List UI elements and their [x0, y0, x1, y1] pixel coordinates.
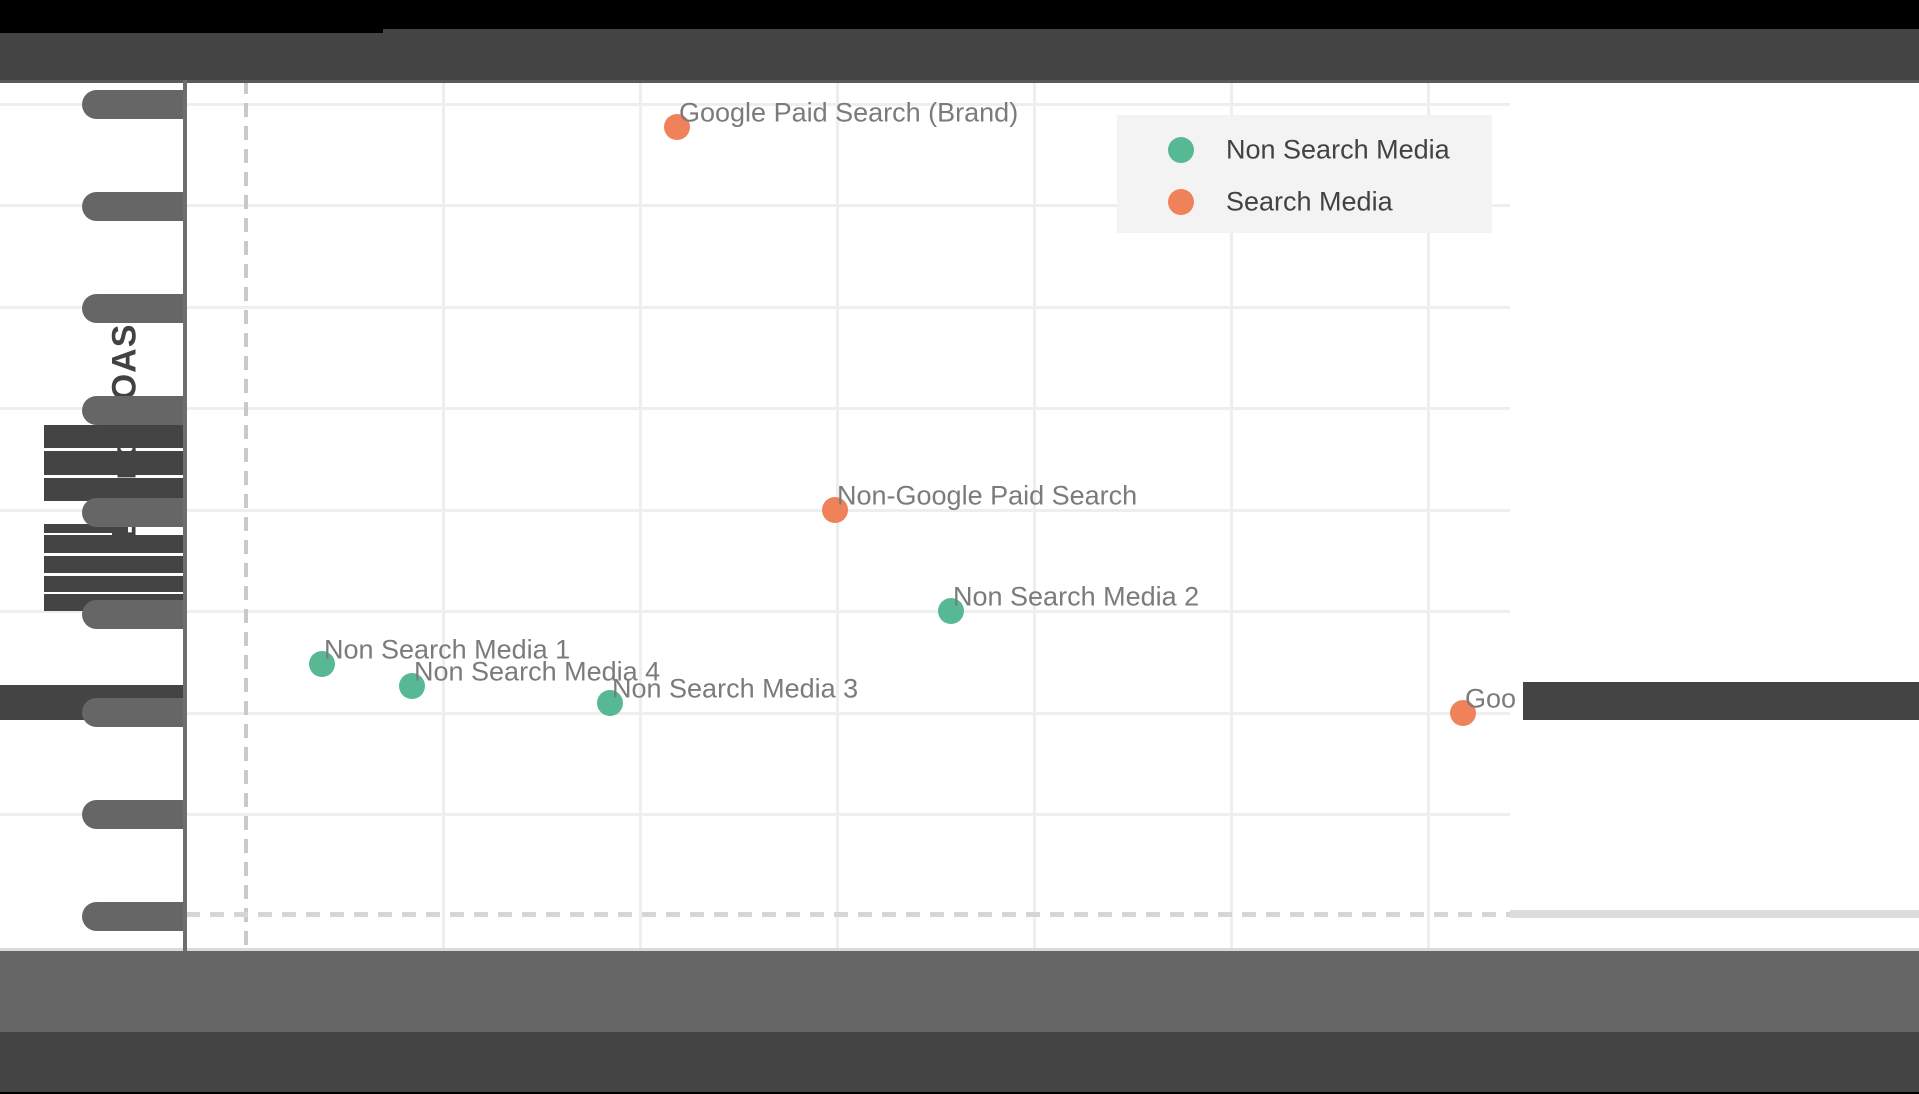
h-gridline — [0, 610, 1510, 613]
y-tick-label-redaction — [82, 799, 186, 829]
y-tick-label-redaction — [82, 497, 186, 527]
scatter-point[interactable] — [399, 673, 425, 699]
redaction-bar — [1523, 682, 1919, 720]
v-gridline — [1230, 80, 1233, 951]
legend-marker-circle-icon — [1168, 189, 1194, 215]
legend-label: Search Media — [1226, 186, 1393, 217]
baseline-dashed-hline — [186, 912, 1510, 917]
scatter-point[interactable] — [938, 598, 964, 624]
redaction-bar — [44, 524, 128, 533]
scatter-point[interactable] — [822, 497, 848, 523]
redaction-bar — [44, 556, 186, 573]
scatter-point[interactable] — [309, 651, 335, 677]
scatter-point[interactable] — [664, 114, 690, 140]
scatter-point[interactable] — [597, 690, 623, 716]
y-tick-label-redaction — [82, 191, 186, 221]
point-label: Google Paid Search (Brand) — [679, 97, 1019, 128]
v-gridline — [442, 80, 445, 951]
h-gridline — [0, 204, 1510, 207]
redaction-bar — [0, 1092, 1919, 1094]
h-gridline — [0, 712, 1510, 715]
redaction-bar — [44, 535, 186, 553]
h-gridline — [0, 407, 1510, 410]
v-gridline — [1427, 80, 1430, 951]
point-label: Non Search Media 2 — [953, 581, 1200, 612]
redaction-bar — [0, 948, 1919, 951]
point-label: Non Search Media 3 — [612, 673, 859, 704]
v-gridline — [1033, 80, 1036, 951]
h-gridline — [0, 103, 1510, 106]
zero-dashed-vline — [244, 80, 248, 951]
h-gridline — [0, 509, 1510, 512]
legend: Non Search Media Search Media — [1117, 115, 1492, 233]
redaction-bar — [44, 451, 186, 475]
y-tick-label-redaction — [82, 901, 186, 931]
y-tick-label-redaction — [82, 89, 186, 119]
y-tick-label-redaction — [82, 697, 186, 727]
v-gridline — [639, 80, 642, 951]
point-label: Goo — [1465, 683, 1517, 714]
redaction-bar — [1510, 910, 1919, 918]
h-gridline — [0, 813, 1510, 816]
legend-item-non-search-media[interactable]: Non Search Media — [1117, 124, 1492, 176]
legend-item-search-media[interactable]: Search Media — [1117, 176, 1492, 228]
point-label: Non Search Media 1 — [324, 634, 571, 665]
redaction-bar — [0, 29, 1919, 83]
redaction-bar — [44, 425, 186, 448]
legend-label: Non Search Media — [1226, 134, 1450, 165]
y-axis-spine — [183, 80, 187, 951]
redaction-bar — [44, 478, 186, 501]
y-tick-label-redaction — [82, 599, 186, 629]
scatter-point[interactable] — [1450, 700, 1476, 726]
y-tick-label-redaction — [82, 293, 186, 323]
legend-marker-circle-icon — [1168, 137, 1194, 163]
redaction-bar — [0, 951, 1919, 1032]
h-gridline — [0, 306, 1510, 309]
redaction-bar — [0, 0, 383, 33]
y-tick-label-redaction — [82, 395, 186, 425]
redaction-bar — [44, 576, 186, 592]
point-label: Non-Google Paid Search — [837, 480, 1138, 511]
redaction-bar — [0, 1032, 1919, 1094]
point-label: Non Search Media 4 — [414, 656, 661, 687]
